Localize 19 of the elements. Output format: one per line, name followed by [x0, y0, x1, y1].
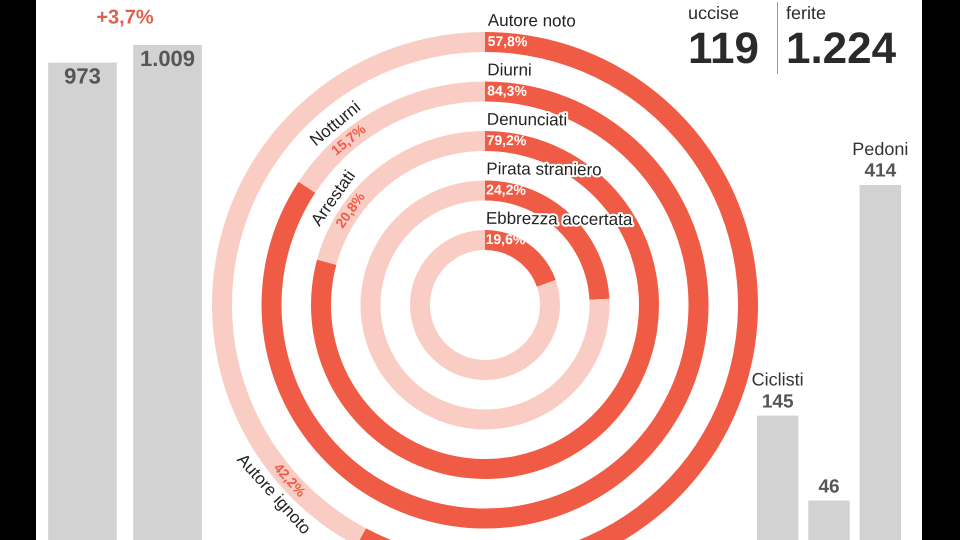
text: 1.224 [786, 24, 896, 74]
text: uccise [688, 2, 740, 24]
slice-label: Denunciati [486, 110, 568, 130]
data-label: 1.009 [140, 46, 196, 72]
text: ferite [786, 2, 828, 24]
data-label: 24,2% [486, 181, 526, 198]
text: +3,7% [96, 6, 154, 29]
slice-label: Autore noto [488, 10, 576, 31]
data-label: 79,2% [486, 132, 527, 148]
slice-label: Diurni [487, 60, 532, 80]
data-label: 414 [864, 160, 897, 182]
data-label: 46 [818, 476, 840, 498]
text: 119 [688, 24, 759, 74]
x-tick-label: Pedoni [852, 138, 908, 159]
data-label: 145 [762, 391, 794, 412]
x-tick-label: Ciclisti [752, 370, 804, 390]
data-label: 84,3% [487, 82, 528, 99]
data-label: 973 [64, 64, 101, 89]
data-label: 57,8% [488, 32, 528, 50]
